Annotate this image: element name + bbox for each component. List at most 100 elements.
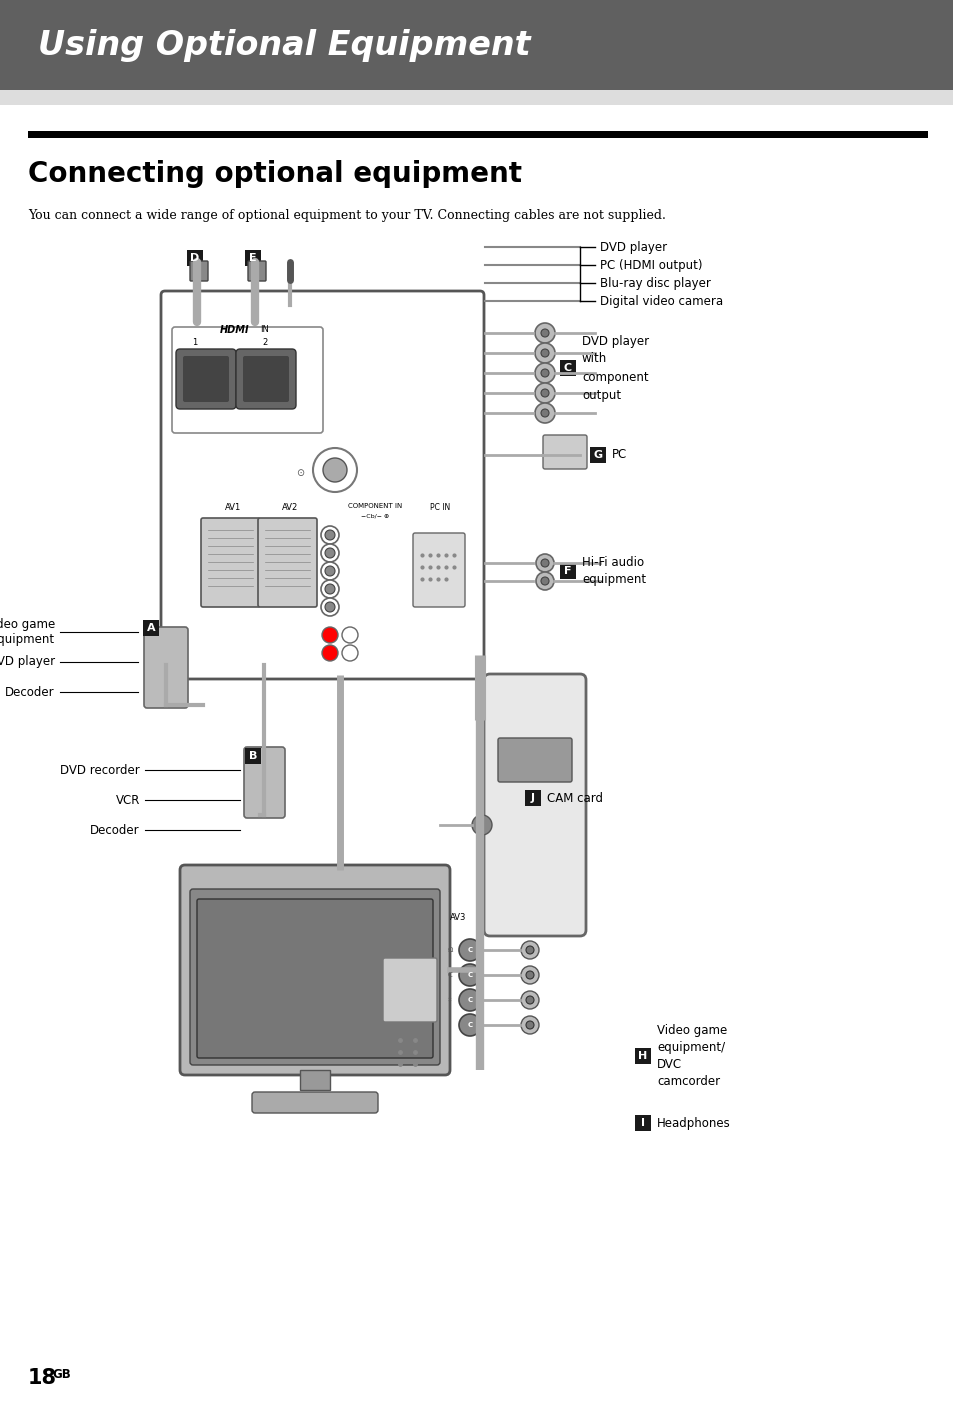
FancyBboxPatch shape (589, 446, 605, 463)
Text: I: I (640, 1118, 644, 1127)
Circle shape (320, 580, 338, 598)
Circle shape (535, 403, 555, 423)
Text: PC: PC (612, 448, 626, 462)
Text: C: C (467, 948, 472, 953)
Circle shape (458, 1014, 480, 1036)
Text: C: C (467, 997, 472, 1002)
FancyBboxPatch shape (201, 518, 260, 607)
Circle shape (540, 389, 548, 397)
Text: H: H (638, 1052, 647, 1061)
FancyBboxPatch shape (187, 250, 203, 265)
Text: Using Optional Equipment: Using Optional Equipment (38, 28, 530, 62)
Circle shape (325, 548, 335, 557)
FancyBboxPatch shape (635, 1047, 650, 1064)
FancyBboxPatch shape (524, 790, 540, 806)
FancyBboxPatch shape (243, 357, 289, 402)
FancyBboxPatch shape (180, 865, 450, 1075)
Circle shape (535, 323, 555, 343)
Circle shape (341, 628, 357, 643)
Circle shape (322, 628, 337, 643)
Text: ↕: ↕ (447, 997, 453, 1002)
Circle shape (536, 555, 554, 571)
Text: 1: 1 (193, 338, 197, 347)
Text: C: C (447, 972, 452, 979)
Text: AV1: AV1 (225, 503, 241, 512)
Text: PC IN: PC IN (430, 503, 450, 512)
Circle shape (525, 995, 534, 1004)
Text: E: E (249, 253, 256, 263)
Circle shape (320, 598, 338, 616)
Circle shape (540, 409, 548, 417)
Circle shape (325, 584, 335, 594)
Circle shape (535, 343, 555, 364)
FancyBboxPatch shape (497, 739, 572, 782)
FancyBboxPatch shape (143, 621, 159, 636)
FancyBboxPatch shape (196, 899, 433, 1059)
FancyBboxPatch shape (161, 291, 483, 680)
Bar (299, 1070, 330, 1090)
Text: 2: 2 (262, 338, 268, 347)
FancyBboxPatch shape (175, 350, 235, 409)
FancyBboxPatch shape (483, 674, 585, 936)
FancyBboxPatch shape (559, 359, 576, 376)
Circle shape (525, 946, 534, 953)
FancyBboxPatch shape (252, 1092, 377, 1113)
Text: Ω: Ω (447, 948, 453, 953)
FancyBboxPatch shape (245, 250, 261, 265)
FancyBboxPatch shape (542, 435, 586, 469)
Text: Decoder: Decoder (91, 824, 140, 837)
Circle shape (525, 972, 534, 979)
Text: −Cb/− ⊕: −Cb/− ⊕ (360, 512, 389, 518)
Text: D: D (191, 253, 199, 263)
Text: G: G (593, 451, 602, 461)
Circle shape (323, 458, 347, 482)
Circle shape (540, 369, 548, 378)
Circle shape (520, 941, 538, 959)
Circle shape (540, 577, 548, 585)
Text: DVD player
with
component
output: DVD player with component output (581, 334, 648, 402)
Text: DVD recorder: DVD recorder (60, 764, 140, 776)
Text: GB: GB (52, 1367, 71, 1380)
Text: You can connect a wide range of optional equipment to your TV. Connecting cables: You can connect a wide range of optional… (28, 209, 665, 222)
Circle shape (458, 988, 480, 1011)
Circle shape (520, 991, 538, 1009)
Circle shape (341, 644, 357, 661)
FancyBboxPatch shape (144, 628, 188, 708)
Text: PC (HDMI output): PC (HDMI output) (599, 258, 701, 271)
Bar (0, 0, 953, 90)
Text: 18: 18 (28, 1367, 57, 1389)
Circle shape (520, 1016, 538, 1033)
Circle shape (458, 965, 480, 986)
FancyBboxPatch shape (257, 518, 316, 607)
FancyBboxPatch shape (183, 357, 229, 402)
FancyBboxPatch shape (635, 1115, 650, 1132)
Bar (28, 131, 927, 138)
Text: F: F (563, 566, 571, 576)
Text: DVD player: DVD player (0, 656, 55, 668)
FancyBboxPatch shape (382, 958, 436, 1022)
Text: AV3: AV3 (450, 913, 466, 922)
Circle shape (320, 543, 338, 562)
Text: IN: IN (260, 326, 269, 334)
FancyBboxPatch shape (245, 748, 261, 764)
FancyBboxPatch shape (172, 327, 323, 432)
Text: Blu-ray disc player: Blu-ray disc player (599, 277, 710, 289)
Circle shape (320, 526, 338, 543)
Text: C: C (563, 364, 572, 373)
Circle shape (525, 1021, 534, 1029)
Circle shape (540, 559, 548, 567)
FancyBboxPatch shape (235, 350, 295, 409)
Text: Digital video camera: Digital video camera (599, 295, 722, 307)
Text: Video game
equipment/
DVC
camcorder: Video game equipment/ DVC camcorder (657, 1024, 726, 1088)
Circle shape (536, 571, 554, 590)
FancyBboxPatch shape (248, 261, 266, 281)
Circle shape (520, 966, 538, 984)
Text: B: B (249, 751, 257, 761)
Text: COMPONENT IN: COMPONENT IN (348, 503, 402, 510)
Text: Video game
equipment: Video game equipment (0, 618, 55, 646)
Text: CAM card: CAM card (546, 792, 602, 804)
Circle shape (325, 566, 335, 576)
Text: DVD player: DVD player (599, 240, 666, 254)
Circle shape (458, 939, 480, 960)
FancyBboxPatch shape (413, 534, 464, 607)
